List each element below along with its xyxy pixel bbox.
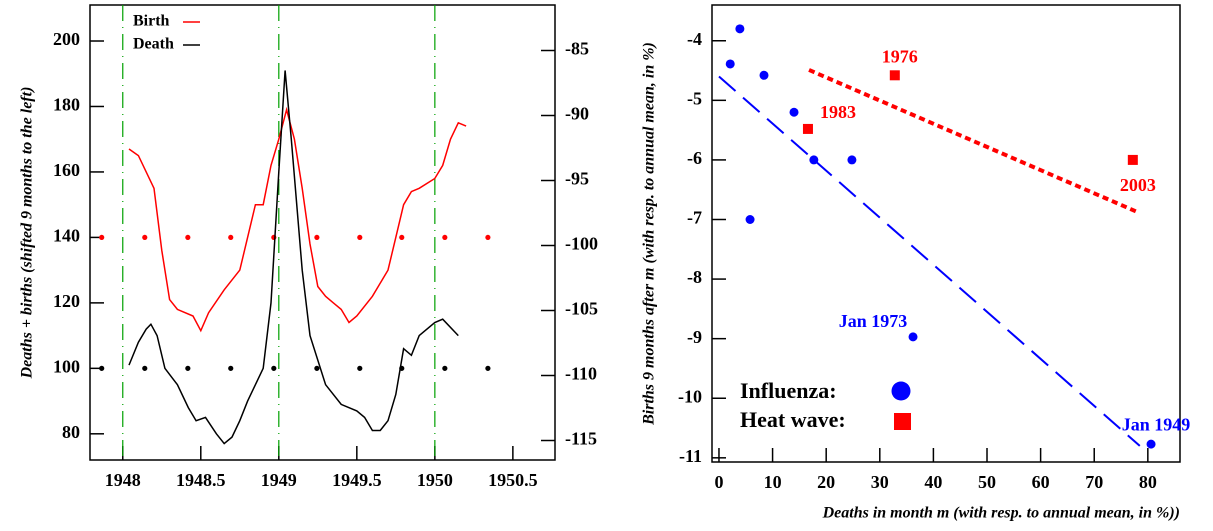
- point: [889, 70, 900, 81]
- legend-label: Birth: [133, 13, 170, 30]
- y2-tick-label: -110: [565, 364, 597, 384]
- point: [802, 123, 813, 134]
- y-tick-label: 200: [53, 29, 80, 49]
- marker-dot: [99, 234, 105, 241]
- point: [847, 155, 857, 165]
- point: [908, 332, 918, 342]
- x-tick-label: 10: [764, 472, 782, 492]
- marker-dot: [357, 365, 363, 371]
- marker-dot: [485, 365, 491, 371]
- y-tick-label: -7: [687, 208, 702, 228]
- point-label: 1983: [820, 102, 856, 122]
- marker-dot: [99, 365, 105, 371]
- point: [1127, 154, 1138, 165]
- y-tick-label: -9: [687, 327, 702, 347]
- series-line: [128, 70, 459, 445]
- y-axis-label: Births 9 months after m (with resp. to a…: [641, 42, 658, 426]
- series-line: [128, 106, 467, 333]
- x-tick-label: 1948: [105, 470, 141, 490]
- y-tick-label: 160: [53, 160, 80, 180]
- marker-dot: [185, 365, 191, 371]
- y-tick-label: -6: [687, 148, 702, 168]
- x-tick-label: 1950: [417, 470, 453, 490]
- x-tick-label: 30: [871, 472, 889, 492]
- x-tick-label: 1950.5: [488, 470, 538, 490]
- y-tick-label: 120: [53, 291, 80, 311]
- y-tick-label: 140: [53, 226, 80, 246]
- marker-dot: [485, 234, 491, 241]
- marker-dot: [357, 234, 363, 241]
- x-tick-label: 20: [817, 472, 835, 492]
- y2-tick-label: -100: [565, 234, 598, 254]
- point: [759, 70, 769, 80]
- point: [735, 24, 745, 34]
- y2-tick-label: -105: [565, 299, 598, 319]
- marker-dot: [142, 234, 148, 241]
- y2-tick-label: -85: [565, 39, 589, 59]
- legend-label: Heat wave:: [740, 407, 846, 432]
- fit-line: [718, 75, 1141, 447]
- legend-swatch: [894, 413, 911, 430]
- x-tick-label: 1949.5: [332, 470, 382, 490]
- y-tick-label: 80: [62, 422, 80, 442]
- y-tick-label: 180: [53, 95, 80, 115]
- marker-dot: [442, 234, 448, 241]
- marker-dot: [271, 365, 277, 371]
- x-tick-label: 1948.5: [176, 470, 226, 490]
- plot-frame: [711, 4, 1181, 463]
- y-tick-label: -4: [687, 29, 702, 49]
- marker-dot: [185, 234, 191, 241]
- x-tick-label: 70: [1085, 472, 1103, 492]
- y-tick-label: -10: [678, 386, 702, 406]
- marker-dot: [399, 234, 405, 241]
- y-tick-label: -8: [687, 267, 702, 287]
- point-label: 1976: [882, 46, 918, 66]
- x-tick-label: 1949: [261, 470, 297, 490]
- y-tick-label: -5: [687, 88, 702, 108]
- fit-line: [808, 68, 1139, 215]
- point-label: Jan 1949: [1122, 414, 1191, 434]
- marker-dot: [314, 365, 320, 371]
- marker-dot: [442, 365, 448, 371]
- legend-swatch: [891, 381, 911, 401]
- marker-dot: [314, 234, 320, 241]
- y-tick-label: 100: [53, 356, 80, 376]
- marker-dot: [228, 234, 234, 241]
- plot-frame: [89, 4, 556, 461]
- y2-tick-label: -115: [565, 429, 597, 449]
- x-tick-label: 60: [1032, 472, 1050, 492]
- point: [1146, 439, 1156, 449]
- y-tick-label: -11: [679, 446, 702, 466]
- point: [809, 155, 819, 165]
- x-tick-label: 50: [978, 472, 996, 492]
- marker-dot: [228, 365, 234, 371]
- y2-tick-label: -95: [565, 169, 589, 189]
- x-tick-label: 40: [924, 472, 942, 492]
- x-tick-label: 80: [1139, 472, 1157, 492]
- point: [725, 59, 735, 69]
- y-axis-label: Deaths + births (shifted 9 months to the…: [19, 87, 36, 380]
- point-label: Jan 1973: [839, 311, 908, 331]
- x-tick-label: 0: [714, 472, 723, 492]
- marker-dot: [142, 365, 148, 371]
- point: [745, 214, 755, 224]
- point-label: 2003: [1120, 175, 1156, 195]
- y2-tick-label: -90: [565, 104, 589, 124]
- legend-label: Death: [133, 36, 174, 53]
- legend-label: Influenza:: [740, 378, 837, 403]
- x-axis-label: Deaths in month m (with resp. to annual …: [822, 505, 1180, 522]
- point: [789, 107, 799, 117]
